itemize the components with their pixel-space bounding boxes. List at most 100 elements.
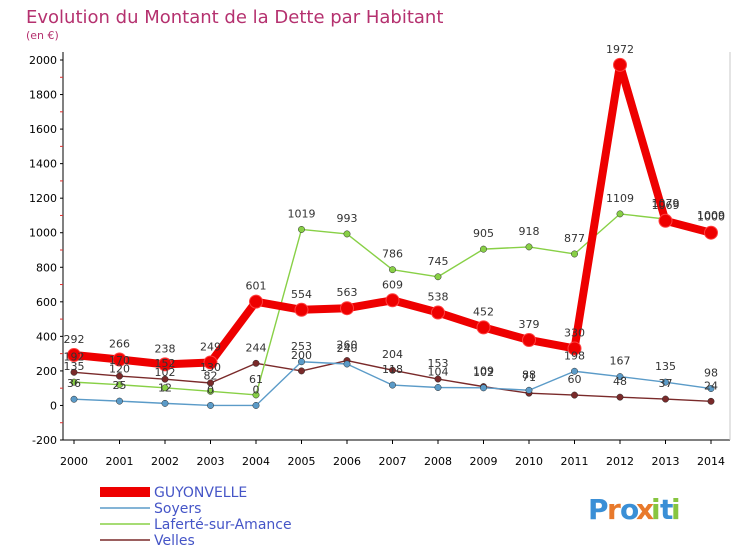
data-point xyxy=(567,341,582,356)
data-label: 0 xyxy=(207,383,214,396)
data-point xyxy=(158,357,172,372)
data-point xyxy=(116,397,123,405)
data-point xyxy=(298,358,305,366)
y-tick-label: 200 xyxy=(36,365,57,378)
data-label: 260 xyxy=(337,339,358,352)
x-tick-label: 2013 xyxy=(652,455,680,468)
data-label: 993 xyxy=(337,212,358,225)
data-point xyxy=(207,379,214,387)
data-point xyxy=(203,355,218,370)
data-point xyxy=(161,375,169,383)
y-tick-label: 400 xyxy=(36,330,57,343)
data-point xyxy=(385,293,400,308)
y-tick-label: 800 xyxy=(36,261,57,274)
chart-title: Evolution du Montant de la Dette par Hab… xyxy=(26,7,443,28)
data-label: 905 xyxy=(473,227,494,240)
data-point xyxy=(161,384,169,392)
x-tick-label: 2001 xyxy=(106,455,134,468)
data-point xyxy=(707,385,715,392)
data-label: 918 xyxy=(519,225,540,238)
logo-letter: t xyxy=(660,493,673,526)
data-label: 238 xyxy=(155,342,176,355)
data-point xyxy=(658,213,673,228)
data-point xyxy=(70,395,78,403)
data-point xyxy=(571,367,578,375)
x-tick-label: 2010 xyxy=(515,455,543,468)
data-point xyxy=(294,302,309,317)
x-tick-label: 2014 xyxy=(697,455,725,468)
data-label: 240 xyxy=(337,342,358,355)
data-point xyxy=(616,393,624,401)
data-point xyxy=(522,332,536,347)
data-label: 102 xyxy=(155,366,176,379)
data-point xyxy=(340,301,354,316)
data-label: 601 xyxy=(246,280,267,293)
data-point xyxy=(252,402,260,409)
proxiti-logo: Pr oxi ti xyxy=(588,493,681,526)
logo-letter: x xyxy=(636,493,654,526)
series-line-guyonvelle xyxy=(70,60,715,369)
data-label: 60 xyxy=(568,373,582,386)
data-label: 82 xyxy=(204,369,218,382)
data-label: 745 xyxy=(428,255,449,268)
data-label: 104 xyxy=(428,365,449,378)
data-point xyxy=(70,368,78,376)
data-point xyxy=(434,273,442,281)
data-point xyxy=(662,378,669,386)
data-label: 120 xyxy=(109,363,130,376)
data-label: 563 xyxy=(337,286,358,299)
y-tick-label: 1000 xyxy=(29,227,57,240)
data-point xyxy=(252,391,260,399)
logo-letter: i xyxy=(651,493,661,526)
data-label: 1000 xyxy=(697,211,725,224)
data-point xyxy=(704,225,718,240)
data-label: 253 xyxy=(291,340,312,353)
data-point xyxy=(616,373,624,381)
data-label: 48 xyxy=(613,375,627,388)
data-label: 36 xyxy=(67,377,81,390)
data-point xyxy=(434,375,442,383)
data-labels: 192 170 152 130 244 200 260 204 153 109 71 60 48 37 24… xyxy=(64,43,726,397)
data-label: 266 xyxy=(109,338,130,351)
logo-letter: r xyxy=(607,493,621,526)
chart-subtitle: (en €) xyxy=(26,29,59,42)
data-label: 1069 xyxy=(652,199,680,212)
data-point xyxy=(116,381,123,389)
x-tick-label: 2000 xyxy=(60,455,88,468)
data-label: 609 xyxy=(382,278,403,291)
data-label: 1079 xyxy=(652,197,680,210)
data-point xyxy=(112,352,127,367)
data-label: 102 xyxy=(473,366,494,379)
axes: -200020040060080010001200140016001800200… xyxy=(29,52,731,468)
data-label: 244 xyxy=(246,341,267,354)
logo-letter: i xyxy=(671,493,681,526)
data-point xyxy=(707,397,715,405)
data-label: 153 xyxy=(428,357,449,370)
x-tick-label: 2009 xyxy=(470,455,498,468)
x-tick-label: 2003 xyxy=(197,455,225,468)
data-label: 200 xyxy=(291,349,312,362)
data-label: 152 xyxy=(155,357,176,370)
data-point xyxy=(571,391,578,399)
x-tick-label: 2008 xyxy=(424,455,452,468)
data-label: 0 xyxy=(253,383,260,396)
data-label: 61 xyxy=(249,373,263,386)
data-point xyxy=(252,359,260,367)
legend-label: GUYONVELLE xyxy=(154,485,247,501)
data-label: 24 xyxy=(704,379,718,392)
data-point xyxy=(662,395,669,403)
legend-label: Velles xyxy=(154,533,195,549)
data-point xyxy=(343,360,351,368)
legend-label: Laferté-sur-Amance xyxy=(154,517,292,533)
data-label: 37 xyxy=(659,377,673,390)
data-label: 538 xyxy=(428,291,449,304)
data-label: 25 xyxy=(113,379,127,392)
data-label: 198 xyxy=(564,349,585,362)
data-point xyxy=(249,294,263,309)
data-label: 330 xyxy=(564,326,585,339)
data-point xyxy=(70,378,78,386)
data-point xyxy=(571,250,578,258)
data-label: 877 xyxy=(564,232,585,245)
